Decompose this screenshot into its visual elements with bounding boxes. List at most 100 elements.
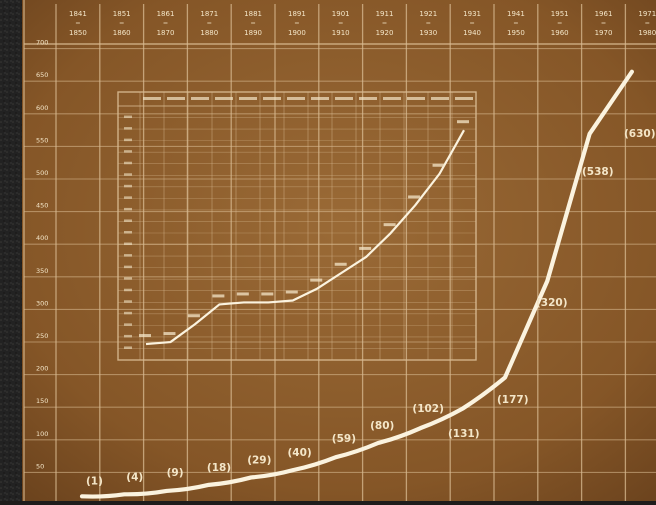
data-label: (80) — [370, 420, 394, 432]
y-tick-label: 150 — [36, 397, 48, 405]
inset-tick-text — [124, 300, 132, 303]
y-tick-label: 50 — [36, 462, 44, 470]
inset-tick-text — [124, 219, 132, 222]
y-tick-label: 400 — [36, 234, 48, 242]
header-decade-end: 1970 — [595, 29, 613, 37]
inset-data-label — [212, 294, 224, 297]
data-label: (538) — [582, 166, 614, 178]
inset-data-label — [384, 223, 396, 226]
header-decade-end: 1900 — [288, 29, 306, 37]
header-decade-start: 1861 — [157, 10, 175, 18]
header-decade-start: 1921 — [419, 10, 437, 18]
header-decade-end: 1860 — [113, 29, 131, 37]
data-label: (1) — [86, 475, 103, 487]
y-tick-label: 200 — [36, 365, 48, 373]
inset-header-text — [239, 97, 257, 100]
header-decade-start: 1841 — [69, 10, 87, 18]
y-tick-label: 500 — [36, 169, 48, 177]
header-decade-end: 1950 — [507, 29, 525, 37]
header-decade-start: 1881 — [244, 10, 262, 18]
data-label: (177) — [497, 394, 529, 406]
inset-header-text — [431, 97, 449, 100]
inset-tick-text — [124, 208, 132, 211]
header-decade-start: 1971 — [638, 10, 656, 18]
inset-tick-text — [124, 266, 132, 269]
inset-header-text — [287, 97, 305, 100]
data-label: (9) — [167, 467, 184, 479]
inset-data-label — [139, 334, 151, 337]
header-decade-start: 1931 — [463, 10, 481, 18]
inset-tick-text — [124, 323, 132, 326]
inset-tick-text — [124, 173, 132, 176]
chart-board — [22, 0, 656, 501]
inset-data-label — [310, 279, 322, 282]
y-tick-label: 700 — [36, 39, 48, 47]
inset-tick-text — [124, 289, 132, 292]
header-decade-end: 1920 — [376, 29, 394, 37]
inset-header-text — [263, 97, 281, 100]
data-label: (40) — [288, 447, 312, 459]
data-label: (320) — [536, 297, 568, 309]
header-decade-start: 1891 — [288, 10, 306, 18]
header-decade-end: 1980 — [638, 29, 656, 37]
data-label: (102) — [412, 403, 444, 415]
y-tick-label: 450 — [36, 202, 48, 210]
inset-tick-text — [124, 139, 132, 142]
inset-header-text — [311, 97, 329, 100]
inset-data-label — [335, 263, 347, 266]
y-tick-label: 650 — [36, 71, 48, 79]
inset-tick-text — [124, 277, 132, 280]
header-decade-end: 1850 — [69, 29, 87, 37]
header-decade-end: 1960 — [551, 29, 569, 37]
y-tick-label: 350 — [36, 267, 48, 275]
inset-tick-text — [124, 185, 132, 188]
y-tick-label: 250 — [36, 332, 48, 340]
inset-data-label — [163, 332, 175, 335]
header-decade-start: 1871 — [200, 10, 218, 18]
inset-data-label — [433, 164, 445, 167]
header-decade-start: 1951 — [551, 10, 569, 18]
inset-header-text — [383, 97, 401, 100]
data-label: (59) — [332, 433, 356, 445]
inset-data-label — [286, 290, 298, 293]
inset-data-label — [261, 292, 273, 295]
header-decade-end: 1890 — [244, 29, 262, 37]
inset-tick-text — [124, 162, 132, 165]
header-decade-start: 1901 — [332, 10, 350, 18]
inset-data-label — [188, 314, 200, 317]
inset-header-text — [335, 97, 353, 100]
inset-header-text — [407, 97, 425, 100]
data-label: (131) — [448, 428, 480, 440]
inset-data-label — [457, 120, 469, 123]
inset-header-text — [143, 97, 161, 100]
header-decade-end: 1930 — [419, 29, 437, 37]
inset-tick-text — [124, 231, 132, 234]
y-tick-label: 100 — [36, 430, 48, 438]
inset-tick-text — [124, 254, 132, 257]
inset-data-label — [237, 292, 249, 295]
inset-header-text — [191, 97, 209, 100]
inset-tick-text — [124, 196, 132, 199]
header-decade-start: 1851 — [113, 10, 131, 18]
inset-tick-text — [124, 346, 132, 349]
inset-header-text — [215, 97, 233, 100]
inset-tick-text — [124, 116, 132, 119]
header-decade-start: 1941 — [507, 10, 525, 18]
data-label: (18) — [207, 462, 231, 474]
y-tick-label: 300 — [36, 299, 48, 307]
header-decade-start: 1911 — [376, 10, 394, 18]
header-decade-end: 1870 — [157, 29, 175, 37]
inset-tick-text — [124, 312, 132, 315]
inset-data-label — [359, 247, 371, 250]
y-tick-label: 600 — [36, 104, 48, 112]
inset-tick-text — [124, 243, 132, 246]
inset-tick-text — [124, 150, 132, 153]
data-label: (630) — [624, 128, 656, 140]
y-tick-label: 550 — [36, 136, 48, 144]
inset-tick-text — [124, 127, 132, 130]
header-decade-start: 1961 — [595, 10, 613, 18]
header-decade-end: 1940 — [463, 29, 481, 37]
data-label: (4) — [126, 471, 143, 483]
header-decade-end: 1880 — [200, 29, 218, 37]
